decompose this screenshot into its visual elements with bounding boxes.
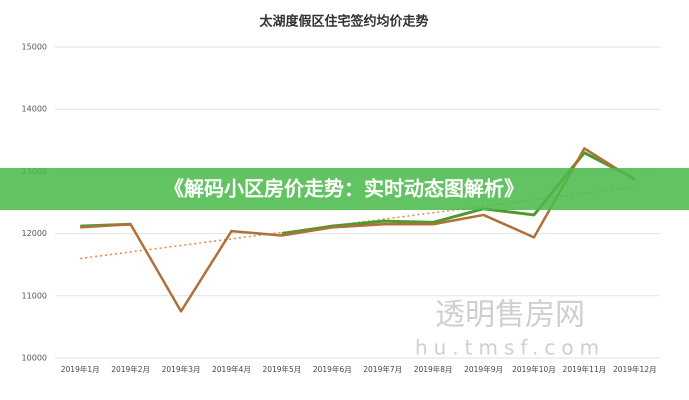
x-tick-label: 2019年4月: [212, 364, 251, 374]
y-tick-label: 15000: [22, 43, 47, 52]
y-tick-label: 14000: [22, 105, 47, 114]
banner: [0, 168, 689, 210]
x-tick-label: 2019年11月: [563, 364, 607, 374]
y-tick-label: 12000: [22, 229, 47, 238]
x-tick-label: 2019年6月: [313, 364, 352, 374]
x-tick-label: 2019年8月: [414, 364, 453, 374]
x-tick-label: 2019年9月: [464, 364, 503, 374]
watermark: hu.tmsf.com: [415, 336, 605, 360]
y-tick-label: 11000: [22, 291, 47, 300]
x-tick-label: 2019年12月: [613, 364, 657, 374]
chart-title: 太湖度假区住宅签约均价走势: [258, 14, 428, 30]
series-line: [80, 147, 636, 313]
x-tick-label: 2019年7月: [363, 364, 402, 374]
x-tick-label: 2019年1月: [61, 364, 100, 374]
watermark: 透明售房网: [435, 298, 585, 333]
x-tick-label: 2019年2月: [111, 364, 150, 374]
banner-text: 《解码小区房价走势：实时动态图解析》: [164, 177, 524, 201]
x-tick-label: 2019年3月: [162, 364, 201, 374]
x-tick-label: 2019年5月: [262, 364, 301, 374]
y-tick-label: 10000: [22, 354, 47, 363]
x-tick-label: 2019年10月: [512, 364, 556, 374]
